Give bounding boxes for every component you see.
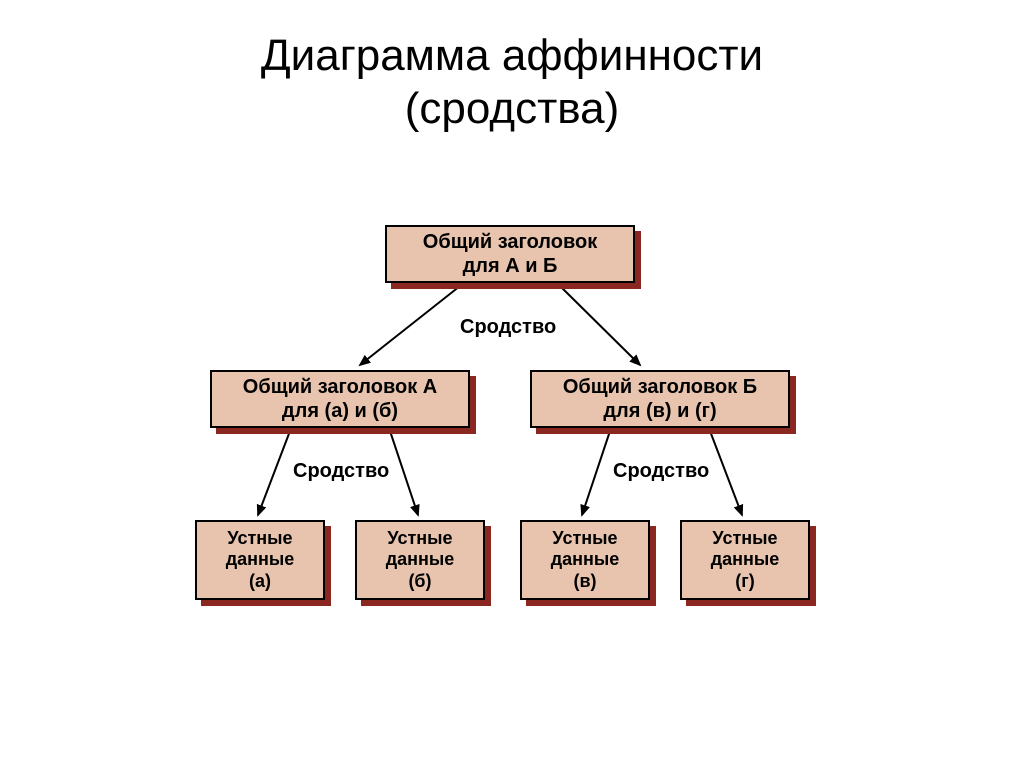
arrow-1 — [560, 286, 640, 365]
arrow-layer — [0, 0, 1024, 768]
edge-label-lbl_top: Сродство — [460, 316, 556, 339]
arrow-0 — [360, 286, 460, 365]
node-leafA-line3: (а) — [249, 571, 271, 593]
edge-label-lbl_midB: Сродство — [613, 460, 709, 483]
node-leafB-line3: (б) — [408, 571, 431, 593]
node-leafA: Устныеданные(а) — [195, 520, 325, 600]
node-leafA-line1: Устные — [227, 528, 292, 550]
node-leafV-line1: Устные — [552, 528, 617, 550]
node-midA-line2: для (а) и (б) — [282, 399, 398, 423]
node-leafG-line1: Устные — [712, 528, 777, 550]
node-leafG-line2: данные — [711, 549, 780, 571]
node-midA: Общий заголовок Адля (а) и (б) — [210, 370, 470, 428]
node-leafB-line1: Устные — [387, 528, 452, 550]
edge-label-lbl_midA: Сродство — [293, 460, 389, 483]
node-midA-line1: Общий заголовок А — [243, 375, 437, 399]
node-leafA-line2: данные — [226, 549, 295, 571]
node-midB-line2: для (в) и (г) — [603, 399, 716, 423]
arrow-3 — [390, 431, 418, 515]
arrow-2 — [258, 431, 290, 515]
node-leafB-line2: данные — [386, 549, 455, 571]
affinity-diagram: Общий заголовокдля А и Б Общий заголовок … — [0, 0, 1024, 768]
node-leafV-line2: данные — [551, 549, 620, 571]
node-leafG: Устныеданные(г) — [680, 520, 810, 600]
arrow-4 — [582, 431, 610, 515]
node-top-line1: Общий заголовок — [423, 230, 597, 254]
node-midB-line1: Общий заголовок Б — [563, 375, 757, 399]
node-leafB: Устныеданные(б) — [355, 520, 485, 600]
node-top: Общий заголовокдля А и Б — [385, 225, 635, 283]
node-leafV: Устныеданные(в) — [520, 520, 650, 600]
node-leafG-line3: (г) — [735, 571, 755, 593]
node-top-line2: для А и Б — [463, 254, 558, 278]
node-leafV-line3: (в) — [573, 571, 596, 593]
arrow-5 — [710, 431, 742, 515]
node-midB: Общий заголовок Бдля (в) и (г) — [530, 370, 790, 428]
